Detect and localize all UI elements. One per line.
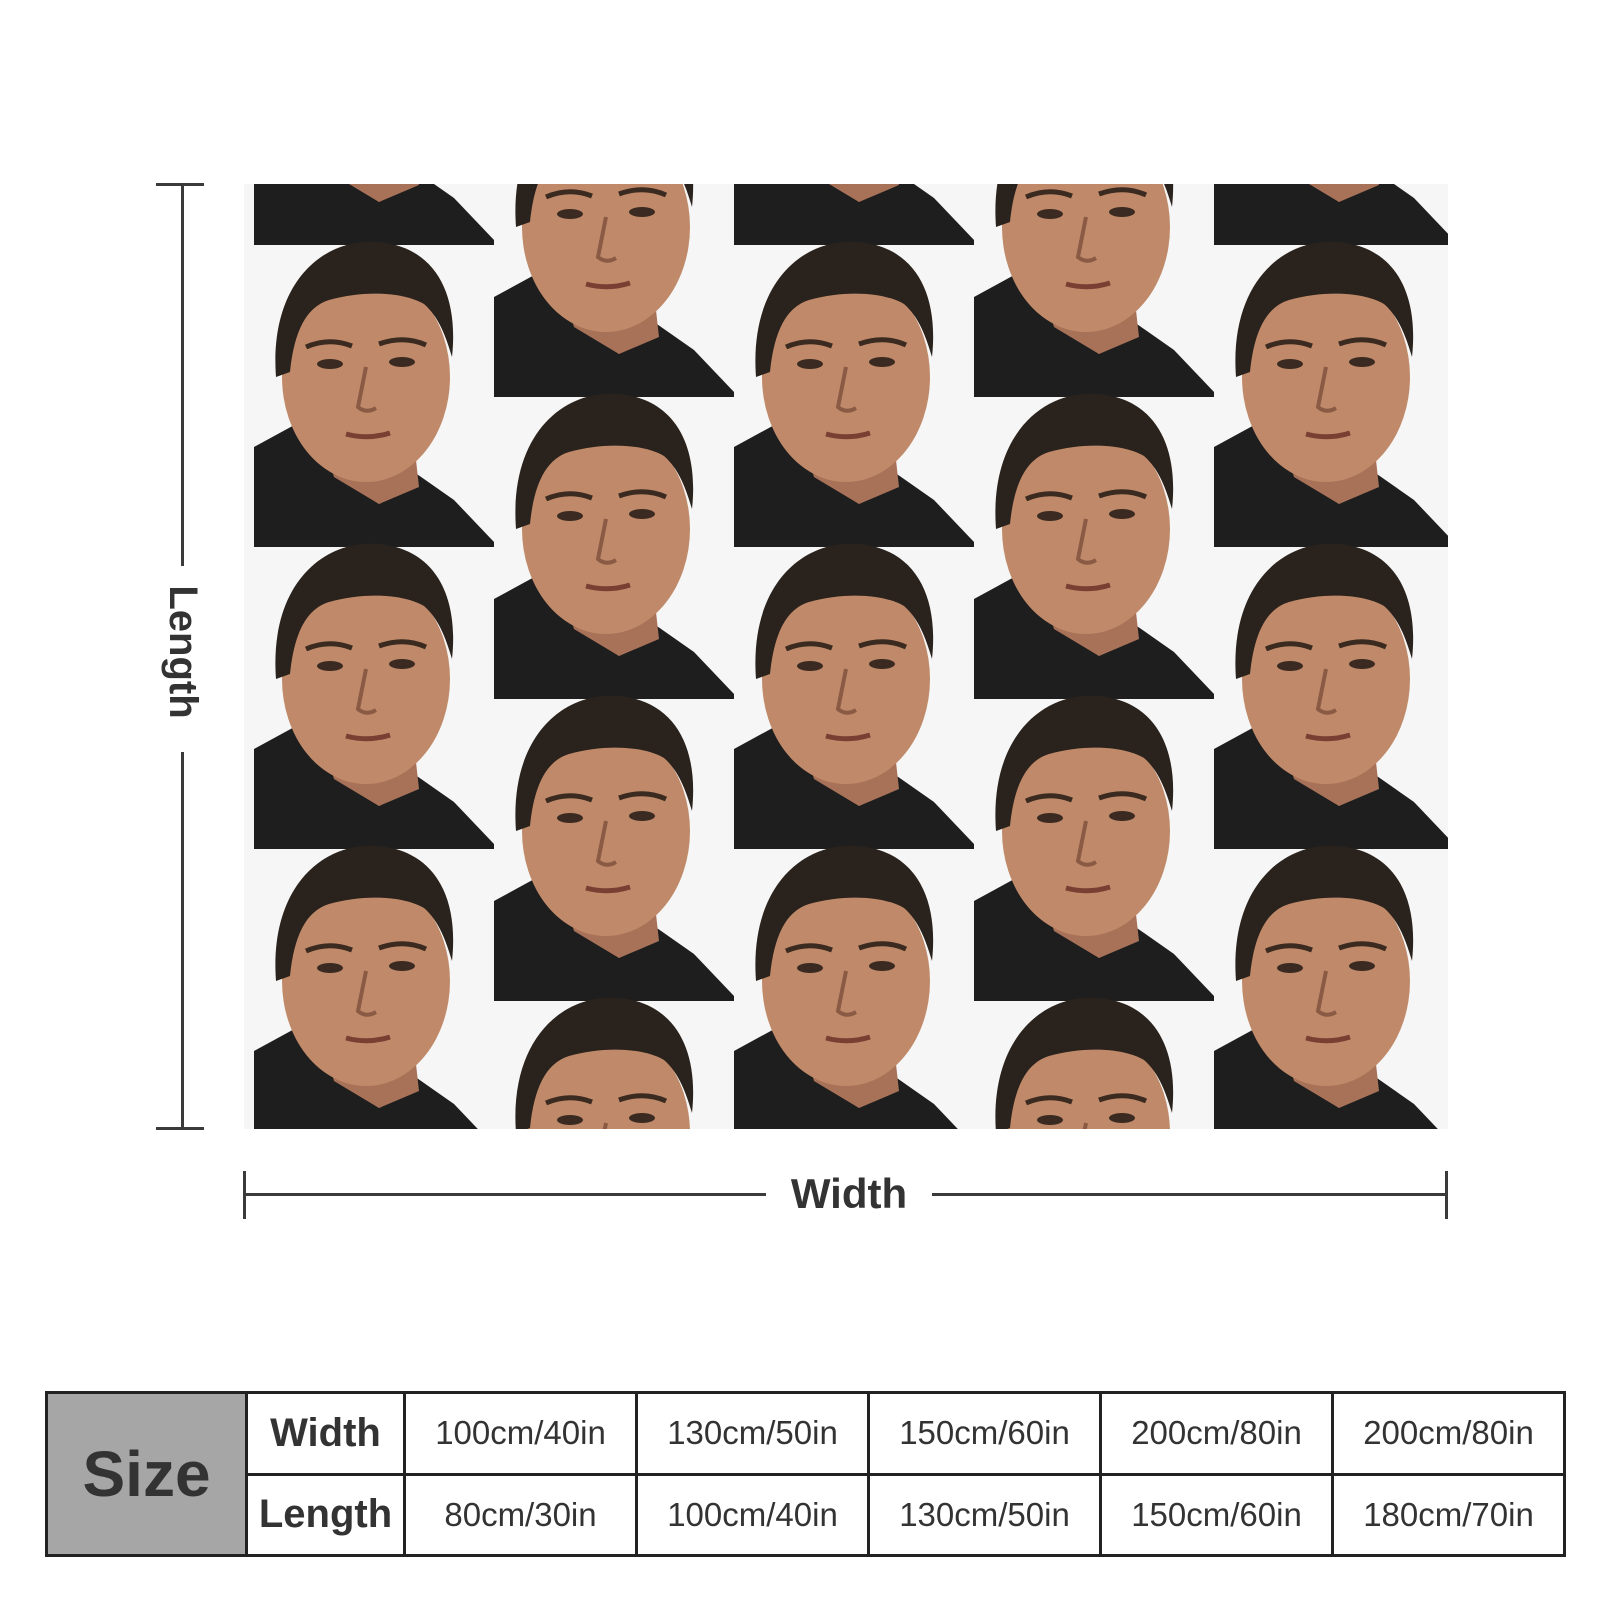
table-row-length: Length 80cm/30in 100cm/40in 130cm/50in 1… <box>47 1472 1566 1557</box>
length-label: Length <box>161 585 205 719</box>
portrait-face-icon <box>974 184 1214 397</box>
length-line-cap-top <box>156 183 204 186</box>
width-cell: 200cm/80in <box>1331 1391 1566 1476</box>
table-row-width: Size Width 100cm/40in 130cm/50in 150cm/6… <box>45 1391 1566 1557</box>
portrait-pattern <box>244 184 1448 1129</box>
portrait-face-icon <box>1214 544 1448 849</box>
portrait-face-icon <box>974 394 1214 699</box>
length-line-top <box>181 184 184 566</box>
portrait-face-icon <box>254 544 494 849</box>
portrait-face-icon <box>1214 184 1448 245</box>
length-line-cap-bottom <box>156 1127 204 1130</box>
length-cell: 80cm/30in <box>403 1472 638 1557</box>
width-line-cap-right <box>1445 1171 1448 1219</box>
portrait-face-icon <box>1214 846 1448 1129</box>
length-cell: 150cm/60in <box>1099 1472 1334 1557</box>
length-cell: 130cm/50in <box>867 1472 1102 1557</box>
blanket-product-image <box>244 184 1448 1129</box>
size-header-cell: Size <box>45 1391 248 1557</box>
portrait-face-icon <box>734 846 974 1129</box>
width-cell: 100cm/40in <box>403 1391 638 1476</box>
portrait-face-icon <box>734 184 974 245</box>
portrait-face-icon <box>974 696 1214 1001</box>
size-chart-table: Size Width 100cm/40in 130cm/50in 150cm/6… <box>45 1391 1566 1557</box>
portrait-face-icon <box>494 184 734 397</box>
portrait-face-icon <box>974 998 1214 1129</box>
portrait-face-icon <box>494 998 734 1129</box>
portrait-face-icon <box>734 544 974 849</box>
portrait-face-icon <box>494 696 734 1001</box>
width-cell: 150cm/60in <box>867 1391 1102 1476</box>
width-label: Width <box>790 1170 908 1217</box>
length-cell: 100cm/40in <box>635 1472 870 1557</box>
portrait-face-icon <box>734 242 974 547</box>
portrait-face-icon <box>1214 242 1448 547</box>
portrait-face-icon <box>254 184 494 245</box>
portrait-face-icon <box>494 394 734 699</box>
length-cell: 180cm/70in <box>1331 1472 1566 1557</box>
portrait-face-icon <box>254 242 494 547</box>
width-cell: 130cm/50in <box>635 1391 870 1476</box>
width-cell: 200cm/80in <box>1099 1391 1334 1476</box>
width-line-left <box>244 1193 766 1196</box>
length-row-label: Length <box>245 1472 406 1557</box>
length-line-bottom <box>181 752 184 1129</box>
width-row-label: Width <box>245 1391 406 1476</box>
portrait-face-icon <box>254 846 494 1129</box>
width-line-right <box>932 1193 1448 1196</box>
